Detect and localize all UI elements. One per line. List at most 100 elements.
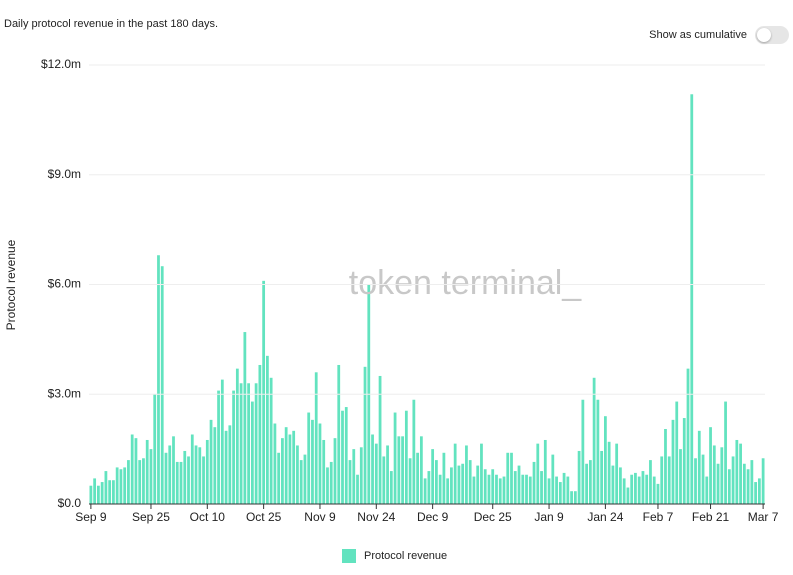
bar bbox=[363, 366, 367, 504]
bar bbox=[89, 485, 93, 504]
bar bbox=[581, 399, 585, 504]
x-tick-label: Nov 24 bbox=[357, 510, 395, 524]
bar bbox=[607, 441, 611, 504]
bar bbox=[296, 445, 299, 504]
bar bbox=[183, 450, 187, 504]
x-tick-label: Feb 21 bbox=[692, 510, 730, 524]
bar bbox=[480, 443, 483, 504]
bar bbox=[656, 483, 660, 504]
bar bbox=[450, 467, 453, 504]
bar bbox=[634, 472, 637, 504]
bar bbox=[442, 452, 446, 504]
bar bbox=[179, 461, 183, 504]
legend-label: Protocol revenue bbox=[364, 550, 447, 562]
x-tick-label: Dec 9 bbox=[417, 510, 449, 524]
bar bbox=[401, 436, 404, 504]
bar bbox=[348, 460, 352, 504]
bar bbox=[547, 478, 551, 504]
bar bbox=[588, 460, 592, 504]
bar bbox=[513, 471, 517, 504]
bar bbox=[727, 469, 731, 504]
bar bbox=[682, 418, 686, 504]
bar bbox=[374, 443, 378, 504]
bar bbox=[476, 465, 480, 504]
bar bbox=[694, 458, 697, 504]
bar bbox=[750, 460, 754, 504]
bar bbox=[209, 419, 213, 504]
bar bbox=[720, 447, 724, 504]
bar bbox=[359, 447, 363, 504]
bar bbox=[495, 474, 498, 504]
bar bbox=[96, 485, 100, 504]
bar bbox=[329, 461, 333, 504]
y-tick-label: $3.0m bbox=[48, 386, 81, 400]
bar bbox=[119, 469, 123, 504]
bar bbox=[386, 445, 389, 504]
y-tick-label: $6.0m bbox=[48, 277, 81, 291]
bar bbox=[299, 460, 303, 504]
toggle-label[interactable]: Show as cumulative bbox=[649, 29, 747, 41]
bar bbox=[269, 377, 273, 504]
y-axis-label: Protocol revenue bbox=[4, 239, 18, 330]
y-tick-label: $12.0m bbox=[41, 57, 81, 71]
bar bbox=[337, 364, 341, 504]
bar bbox=[326, 467, 329, 504]
bar bbox=[487, 474, 491, 504]
x-tick-label: Oct 10 bbox=[190, 510, 226, 524]
bar bbox=[603, 416, 607, 504]
x-tick-label: Feb 7 bbox=[643, 510, 674, 524]
bar bbox=[453, 443, 457, 504]
bar bbox=[664, 429, 667, 504]
bar bbox=[697, 430, 701, 504]
bar bbox=[701, 454, 705, 504]
bar bbox=[288, 434, 292, 504]
bar bbox=[754, 482, 758, 504]
bar bbox=[93, 478, 97, 504]
cumulative-toggle[interactable]: Show as cumulative bbox=[649, 26, 789, 44]
bar bbox=[160, 266, 164, 504]
bar bbox=[742, 463, 746, 504]
bar bbox=[731, 456, 735, 504]
bar bbox=[194, 445, 198, 504]
bar bbox=[667, 456, 671, 504]
bar bbox=[352, 449, 356, 504]
bar bbox=[532, 461, 536, 504]
bar bbox=[232, 390, 235, 504]
bar bbox=[393, 412, 397, 504]
bar bbox=[510, 452, 513, 504]
x-tick-label: Mar 7 bbox=[748, 510, 779, 524]
bar bbox=[686, 368, 690, 504]
bar bbox=[709, 427, 712, 504]
bar bbox=[521, 474, 525, 504]
bar bbox=[585, 463, 589, 504]
bar bbox=[356, 474, 359, 504]
bar bbox=[555, 476, 558, 504]
subtitle: Daily protocol revenue in the past 180 d… bbox=[4, 18, 219, 30]
bar bbox=[172, 436, 175, 504]
bar bbox=[134, 438, 138, 504]
bar bbox=[273, 423, 277, 504]
bar bbox=[649, 460, 652, 504]
bar bbox=[408, 458, 412, 504]
bar bbox=[434, 460, 438, 504]
bar bbox=[577, 450, 581, 504]
bar bbox=[562, 472, 566, 504]
toggle-knob bbox=[757, 28, 771, 42]
bar bbox=[217, 390, 220, 504]
bar bbox=[341, 410, 344, 504]
bar bbox=[427, 471, 431, 504]
bar bbox=[724, 401, 727, 504]
bar bbox=[675, 401, 679, 504]
bar bbox=[153, 394, 157, 504]
toggle-switch[interactable] bbox=[755, 26, 789, 44]
bar bbox=[652, 476, 656, 504]
bar bbox=[224, 430, 228, 504]
bar bbox=[258, 364, 262, 504]
bar bbox=[746, 469, 750, 504]
bar bbox=[757, 478, 761, 504]
bar bbox=[705, 476, 709, 504]
bar bbox=[318, 423, 322, 504]
bar bbox=[761, 458, 765, 504]
bar bbox=[431, 449, 435, 504]
